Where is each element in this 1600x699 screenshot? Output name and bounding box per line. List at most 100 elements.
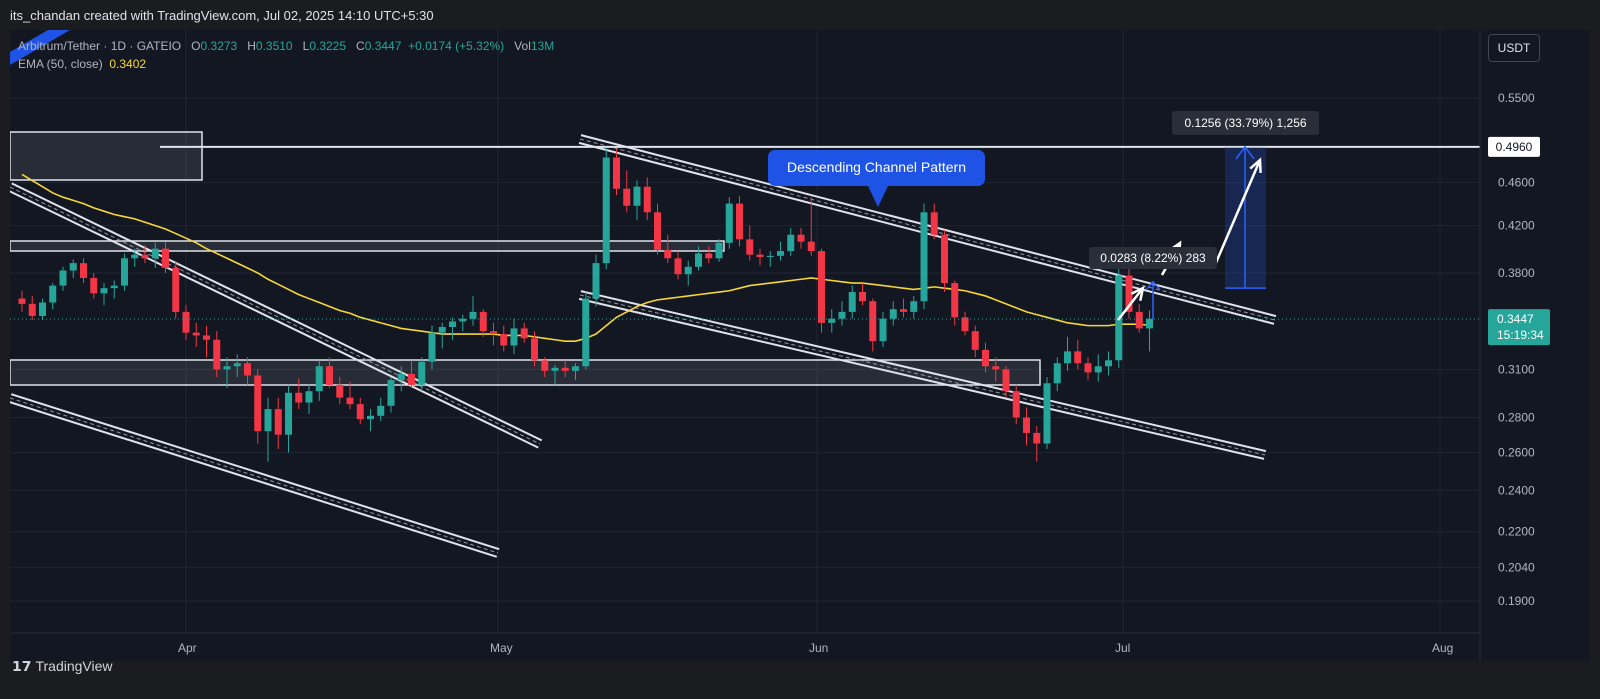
candle	[1033, 426, 1041, 462]
candle-body	[582, 298, 590, 367]
candle-body	[941, 234, 948, 284]
candle	[674, 251, 682, 280]
candle-body	[1064, 351, 1071, 364]
candle	[162, 241, 169, 273]
candle-body	[172, 268, 180, 312]
candle-body	[1074, 351, 1082, 364]
candle	[551, 364, 559, 385]
price-tick-label: 0.2040	[1498, 560, 1535, 574]
candle-body	[674, 258, 682, 275]
currency-button[interactable]: USDT	[1488, 34, 1540, 62]
candle	[28, 295, 36, 321]
candle	[1105, 351, 1112, 376]
candle-body	[59, 270, 67, 286]
candle	[172, 260, 180, 319]
candle	[838, 301, 846, 326]
candle-body	[213, 339, 221, 370]
candle	[982, 342, 989, 373]
candle-body	[387, 380, 395, 406]
projection-arrow-1	[1117, 285, 1145, 321]
candle-body	[1023, 417, 1030, 433]
candle-body	[510, 328, 518, 346]
candle-body	[141, 254, 149, 259]
bottom-bar	[0, 661, 1600, 699]
arrow-head	[1249, 157, 1262, 174]
candle-body	[469, 311, 477, 319]
candle	[828, 309, 836, 333]
candle	[705, 246, 713, 264]
countdown-text: 15:19:34	[1497, 328, 1544, 342]
candle	[315, 360, 323, 401]
candle	[244, 357, 251, 385]
large-target-label: 0.1256 (33.79%) 1,256	[1172, 111, 1319, 135]
candle-body	[684, 266, 692, 275]
candle-body	[428, 332, 436, 362]
candle-body	[100, 288, 108, 294]
candle	[90, 272, 98, 299]
vol-label: Vol	[514, 39, 531, 53]
price-tick-label: 0.5500	[1498, 91, 1535, 105]
support-resistance-zones	[10, 131, 1041, 386]
candle-body	[1002, 369, 1010, 392]
candle	[520, 322, 528, 343]
price-tick-label: 0.2200	[1498, 525, 1535, 539]
candle-body	[18, 298, 26, 304]
candle-body	[838, 311, 846, 319]
low-value: 0.3225	[309, 39, 347, 53]
label-bg	[1089, 247, 1217, 269]
price-chart[interactable]: Descending Channel Pattern 0.0283 (8.22%)…	[10, 30, 1590, 661]
candle-body	[920, 212, 928, 302]
candle-body	[746, 239, 754, 255]
ema-legend: EMA (50, close) 0.3402	[18, 57, 146, 71]
small-target-label: 0.0283 (8.22%) 283	[1089, 247, 1217, 269]
price-tick-label: 0.4600	[1498, 176, 1535, 190]
candle	[254, 369, 262, 444]
candle-body	[725, 203, 733, 243]
candle-body	[715, 242, 723, 259]
label-text: Descending Channel Pattern	[787, 159, 966, 175]
candle-body	[982, 349, 989, 367]
candle-body	[910, 301, 918, 312]
candle-body	[828, 318, 836, 323]
candle-body	[49, 285, 57, 303]
candle	[541, 357, 549, 378]
candle-body	[254, 375, 262, 432]
candle	[879, 311, 887, 347]
chart-area[interactable]: Descending Channel Pattern 0.0283 (8.22%)…	[10, 30, 1590, 661]
candle-body	[121, 258, 128, 286]
candle	[572, 363, 579, 381]
candle	[285, 384, 292, 453]
old-channel-upper	[10, 182, 543, 449]
candle-body	[69, 263, 77, 271]
candle-body	[766, 255, 774, 258]
candle-body	[848, 292, 856, 312]
tradingview-logo: 𝟭𝟳 TradingView	[12, 658, 113, 675]
candle	[736, 196, 743, 247]
candle-body	[992, 366, 1000, 370]
candle	[1094, 354, 1102, 382]
candle	[192, 322, 200, 347]
candle	[213, 331, 221, 378]
candle	[623, 170, 631, 213]
candle-body	[182, 311, 190, 333]
candle	[233, 354, 241, 378]
candle	[807, 197, 815, 256]
candle-body	[1043, 383, 1051, 444]
candle	[859, 283, 866, 306]
candle-body	[151, 248, 159, 259]
candle	[1146, 310, 1153, 352]
candle-body	[756, 254, 764, 258]
candle	[121, 253, 128, 291]
candle	[39, 298, 46, 321]
candle	[654, 203, 661, 255]
candle-body	[264, 409, 272, 432]
time-tick-label: May	[490, 641, 513, 655]
candle-body	[561, 367, 569, 371]
candle	[274, 397, 282, 449]
candle-body	[930, 212, 938, 235]
candle-body	[859, 292, 866, 302]
candle-body	[203, 335, 210, 340]
candle	[182, 305, 190, 340]
candle-body	[695, 253, 702, 267]
channel-edge	[580, 290, 1267, 453]
